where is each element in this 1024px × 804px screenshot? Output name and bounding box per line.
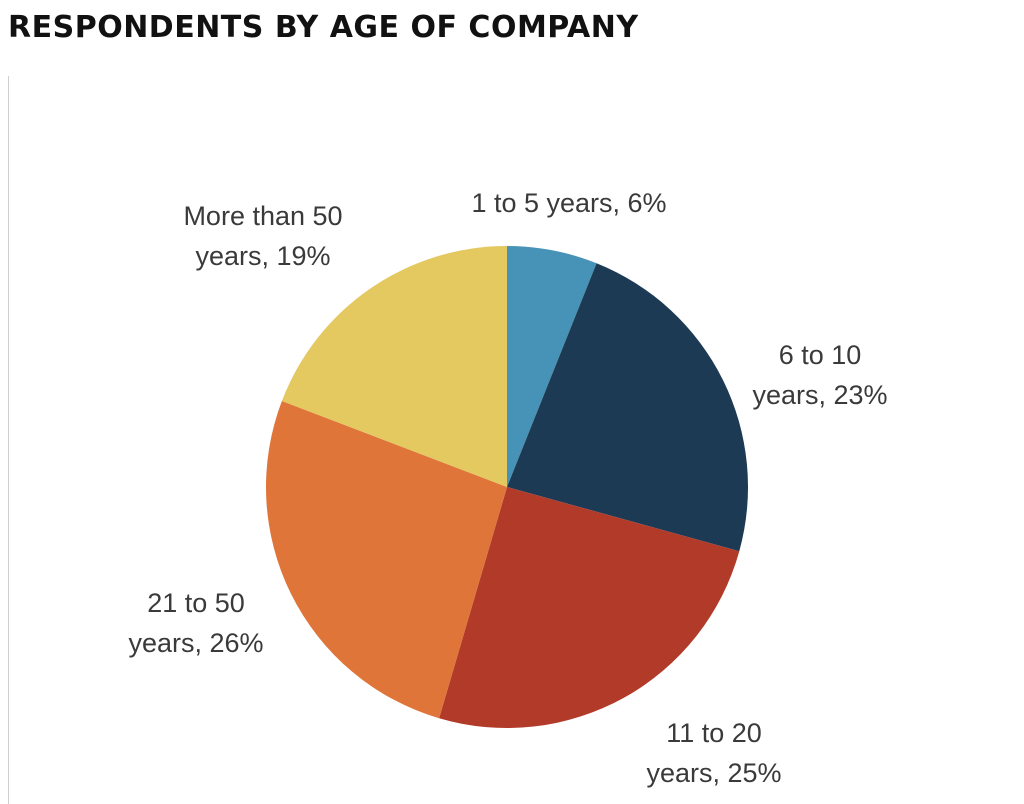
slice-label-1-to-5-years: 1 to 5 years, 6% <box>471 188 667 218</box>
pie-slice-21-to-50-years <box>265 400 507 719</box>
pie-slice-1-to-5-years <box>507 246 597 487</box>
pie-slice-11-to-20-years <box>439 487 740 729</box>
chart-title: RESPONDENTS BY AGE OF COMPANY <box>8 10 639 45</box>
slice-label-11-to-20-years: 11 to 20 years, 25% <box>646 718 782 788</box>
pie-slice-more-than-50-years <box>281 246 507 487</box>
slice-label-more-than-50-years: More than 50 years, 19% <box>183 201 343 271</box>
pie-slice-6-to-10-years <box>507 263 749 552</box>
panel-border <box>8 76 9 804</box>
slice-label-21-to-50-years: 21 to 50 years, 26% <box>128 588 264 658</box>
slice-label-6-to-10-years: 6 to 10 years, 23% <box>752 340 888 410</box>
